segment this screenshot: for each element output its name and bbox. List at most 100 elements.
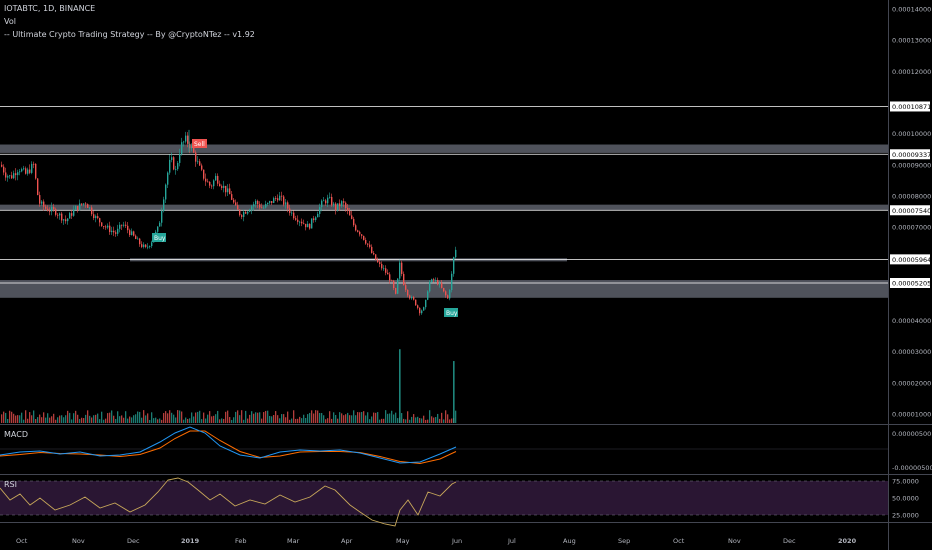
sell-signal-badge [192,139,207,148]
candle [299,221,301,223]
volume-bar [217,410,219,423]
volume-bar [325,419,327,423]
volume-bar [45,417,47,423]
candle [253,204,255,207]
candle [25,168,27,174]
time-axis-label: Jun [451,537,462,545]
price-tick-label: 0.00003000 [892,348,931,356]
candle [41,201,43,204]
candle [59,213,61,216]
volume-bar [321,413,323,423]
candle [9,175,11,177]
volume-bar [375,412,377,423]
price-level-value: 0.00005964 [892,256,931,264]
volume-bar [343,415,345,423]
volume-bar [379,419,381,423]
volume-bar [191,412,193,423]
volume-legend[interactable]: Vol [4,17,16,26]
price-level-value: 0.00007540 [892,207,931,215]
volume-bar [91,417,93,423]
volume-bar [235,411,237,423]
buy-signal-label: Buy [154,235,166,242]
volume-bar [427,419,429,423]
volume-bar [13,413,15,423]
candle [85,203,87,205]
volume-bar [227,410,229,423]
candle [339,203,341,207]
price-tick-label: 0.00013000 [892,37,931,45]
candle [423,307,425,311]
volume-bar [39,414,41,423]
candle [255,200,257,205]
price-tick-label: 0.00014000 [892,6,931,14]
volume-bar [445,410,447,423]
volume-bar [181,411,183,423]
candle [391,280,393,282]
rsi-legend[interactable]: RSI [4,480,17,489]
macd-tick-label: 0.00000500 [892,430,931,438]
volume-bar [109,412,111,423]
volume-bar [209,411,211,423]
volume-bar [25,410,27,423]
volume-bar [215,414,217,423]
volume-bar [47,413,49,423]
candle [19,171,21,173]
volume-bar [341,413,343,423]
volume-bar [75,410,77,423]
volume-bar [431,416,433,423]
macd-legend[interactable]: MACD [4,430,28,439]
candle [187,135,189,144]
volume-bar [87,410,89,423]
symbol-legend[interactable]: IOTABTC, 1D, BINANCE [4,4,96,13]
volume-bar [319,412,321,423]
candle [205,178,207,182]
candle [201,165,203,170]
candle [353,218,355,226]
volume-bar [389,413,391,423]
candle [17,172,19,176]
candle [235,202,237,206]
volume-bar [407,411,409,423]
volume-bar [193,416,195,423]
candle [123,224,125,226]
candle [267,202,269,205]
volume-bar [219,419,221,423]
volume-bar [197,411,199,423]
volume-bar [77,414,79,423]
volume-bar [203,412,205,423]
volume-bar [141,417,143,423]
volume-bar [269,415,271,423]
volume-bar [433,417,435,423]
volume-bar [267,410,269,423]
candle [83,203,85,205]
candle [259,204,261,208]
strategy-legend[interactable]: -- Ultimate Crypto Trading Strategy -- B… [4,30,255,39]
volume-bar [259,412,261,423]
candle [415,299,417,306]
candle [275,198,277,199]
candle [361,234,363,236]
candle [105,226,107,228]
candle [311,218,313,229]
volume-bar [29,412,31,423]
candle [357,230,359,232]
time-axis-label: 2020 [838,537,857,545]
candle [63,219,65,221]
candle [351,215,353,219]
volume-bar [85,414,87,423]
volume-bar [183,419,185,423]
candle [163,199,165,212]
volume-bar [329,411,331,423]
candle [279,195,281,201]
candle [169,159,171,173]
volume-bar [395,412,397,423]
candle [329,196,331,198]
volume-bar [97,413,99,423]
volume-bar [165,411,167,423]
volume-bar [447,414,449,423]
candle [301,221,303,224]
candle [453,257,455,274]
volume-bar [333,412,335,423]
volume-bar [345,414,347,423]
